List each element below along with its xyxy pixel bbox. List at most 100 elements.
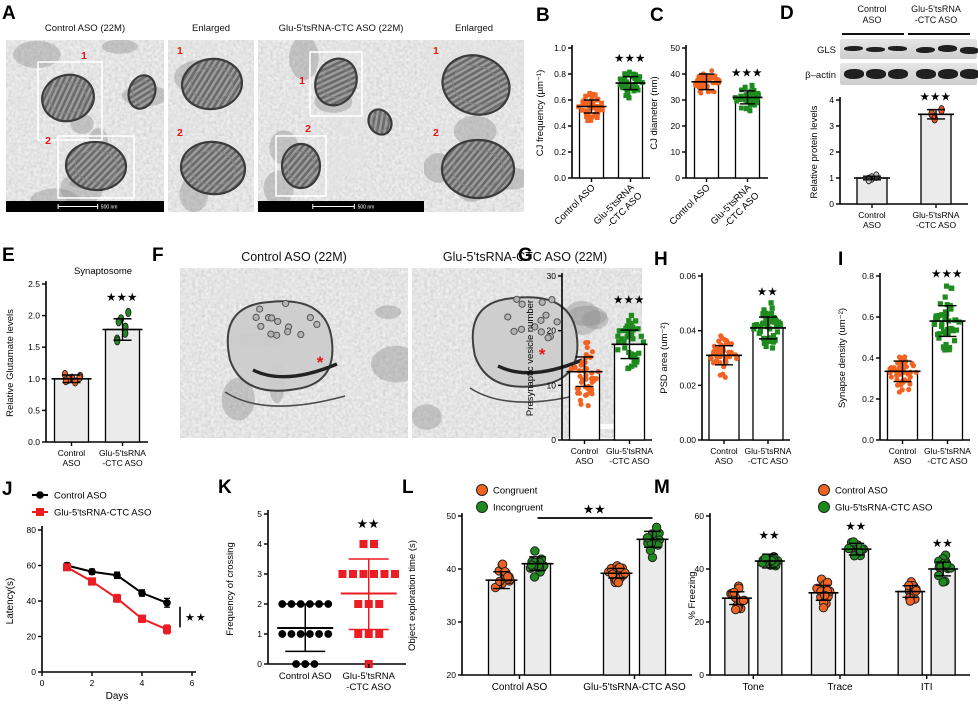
svg-text:1.0: 1.0: [28, 374, 40, 384]
svg-text:0: 0: [551, 435, 556, 445]
svg-text:0.4: 0.4: [862, 353, 874, 363]
svg-text:Glu-5'tsRNA: Glu-5'tsRNA: [606, 446, 653, 456]
em-F2-svg: *: [411, 256, 643, 438]
f-title-glu: Glu-5'tsRNA-CTC ASO (22M): [442, 250, 608, 264]
svg-text:60: 60: [695, 511, 705, 521]
svg-text:30: 30: [447, 617, 457, 627]
svg-text:80: 80: [27, 525, 37, 535]
svg-text:Glu-5'tsRNA: Glu-5'tsRNA: [913, 210, 960, 220]
panel-m-label: M: [654, 477, 670, 498]
svg-text:Control ASO: Control ASO: [835, 486, 888, 497]
actin-band: [843, 68, 865, 79]
svg-text:ASO: ASO: [63, 458, 81, 468]
svg-text:1: 1: [829, 173, 834, 183]
blot-header-control: Control ASO: [857, 4, 887, 26]
svg-text:0.8: 0.8: [862, 271, 874, 281]
svg-text:★★: ★★: [933, 538, 954, 549]
svg-text:PSD area (um⁻²): PSD area (um⁻²): [659, 322, 670, 394]
svg-text:0: 0: [40, 678, 45, 688]
panel-c-chart: 0 10 20 30 40 50 CJ diameter (nm) Control ASO Gl…: [646, 26, 776, 247]
svg-text:2: 2: [45, 135, 51, 147]
svg-text:10: 10: [671, 147, 681, 157]
svg-text:Glu-5'tsRNA: Glu-5'tsRNA: [342, 671, 395, 682]
chart-M-svg: 0 20 40 60 % Freezing Tone Trace ITI ★★ ★★ ★★ Contr…: [687, 484, 970, 693]
svg-text:2.5: 2.5: [28, 279, 40, 289]
svg-text:4: 4: [257, 539, 262, 549]
svg-text:-CTC ASO: -CTC ASO: [102, 458, 143, 468]
svg-text:★★: ★★: [185, 612, 207, 624]
svg-text:Relative protein levels: Relative protein levels: [809, 105, 820, 198]
svg-text:Days: Days: [106, 691, 129, 702]
svg-text:Glu-5'tsRNA: Glu-5'tsRNA: [924, 446, 971, 456]
chart-E-svg: 0.0 0.5 1.0 1.5 2.0 2.5 Relative Glutamate lev…: [5, 266, 148, 468]
blot-row-gls: GLS: [816, 45, 836, 56]
em-A2-svg: 12: [148, 33, 258, 213]
svg-text:500 nm: 500 nm: [101, 205, 118, 211]
svg-text:*: *: [317, 353, 324, 372]
em-image-glu: 1 2 500 nm: [258, 35, 427, 217]
gls-band: [959, 46, 978, 54]
chart-H-svg: 0.00 0.02 0.04 0.06 PSD area (um⁻²) ControlAS…: [659, 271, 792, 466]
gls-band: [915, 46, 936, 54]
svg-text:2: 2: [305, 123, 311, 135]
svg-text:Control ASO: Control ASO: [492, 682, 548, 693]
svg-text:Control: Control: [858, 210, 886, 220]
panel-a-label: A: [2, 3, 16, 24]
svg-text:-CTC ASO: -CTC ASO: [916, 220, 957, 230]
svg-text:Glu-5'tsRNA-CTC ASO: Glu-5'tsRNA-CTC ASO: [54, 508, 151, 519]
chart-B-svg: 0.0 0.2 0.4 0.6 0.8 1.0 CJ frequency (µm⁻¹) Con…: [535, 43, 650, 230]
svg-text:★★★: ★★★: [932, 269, 963, 280]
em-A1-svg: 1 2 500 nm: [6, 39, 169, 214]
svg-text:0.6: 0.6: [554, 95, 566, 105]
svg-text:★★: ★★: [759, 530, 780, 541]
actin-band: [865, 68, 887, 79]
em-title-glu: Glu-5'tsRNA-CTC ASO (22M): [278, 23, 404, 34]
blot-row-actin: β–actin: [805, 70, 836, 81]
svg-text:0.4: 0.4: [554, 121, 566, 131]
svg-text:Control: Control: [710, 446, 738, 456]
svg-text:ITI: ITI: [921, 682, 933, 693]
em-synapse-glu: *: [411, 256, 643, 443]
svg-text:0.0: 0.0: [554, 173, 566, 183]
svg-text:ASO: ASO: [715, 456, 733, 466]
panel-g-label: G: [518, 245, 533, 266]
svg-text:20: 20: [27, 632, 37, 642]
actin-band: [959, 68, 978, 79]
svg-text:1: 1: [299, 75, 305, 87]
svg-text:2: 2: [90, 678, 95, 688]
svg-text:10: 10: [547, 380, 557, 390]
svg-text:Control: Control: [571, 446, 599, 456]
svg-text:30: 30: [671, 95, 681, 105]
em-image-control: 1 2 500 nm: [6, 39, 169, 217]
svg-text:20: 20: [695, 617, 705, 627]
svg-text:1: 1: [257, 629, 262, 639]
svg-text:-CTC ASO: -CTC ASO: [346, 682, 391, 693]
panel-f-label: F: [152, 245, 164, 266]
em-title-enlarged-1: Enlarged: [191, 23, 231, 34]
panel-d-label: D: [780, 3, 794, 24]
chart-G-svg: 0 10 20 30 Presynaptic vesicle number Control…: [525, 271, 653, 466]
svg-text:Control ASO: Control ASO: [54, 491, 107, 502]
f-title-control: Control ASO (22M): [241, 250, 347, 264]
svg-text:3: 3: [257, 569, 262, 579]
svg-text:Control ASO: Control ASO: [552, 182, 597, 227]
svg-text:2: 2: [433, 127, 439, 139]
svg-text:Tone: Tone: [742, 682, 764, 693]
svg-text:★★★: ★★★: [732, 68, 763, 79]
panel-k-chart: 0 1 2 3 4 5 Frequency of crossing Control ASO Gl…: [222, 484, 414, 709]
svg-text:0.5: 0.5: [28, 405, 40, 415]
svg-text:0: 0: [31, 667, 36, 677]
svg-text:40: 40: [695, 564, 705, 574]
svg-text:40: 40: [671, 69, 681, 79]
svg-text:★★: ★★: [357, 519, 380, 531]
svg-text:★★: ★★: [758, 287, 779, 298]
svg-text:ASO: ASO: [576, 456, 594, 466]
svg-text:50: 50: [671, 43, 681, 53]
panel-l-label: L: [402, 477, 414, 498]
svg-text:Glu-5'tsRNA-CTC ASO: Glu-5'tsRNA-CTC ASO: [835, 503, 932, 514]
svg-text:50: 50: [447, 511, 457, 521]
svg-text:0.06: 0.06: [679, 271, 696, 281]
